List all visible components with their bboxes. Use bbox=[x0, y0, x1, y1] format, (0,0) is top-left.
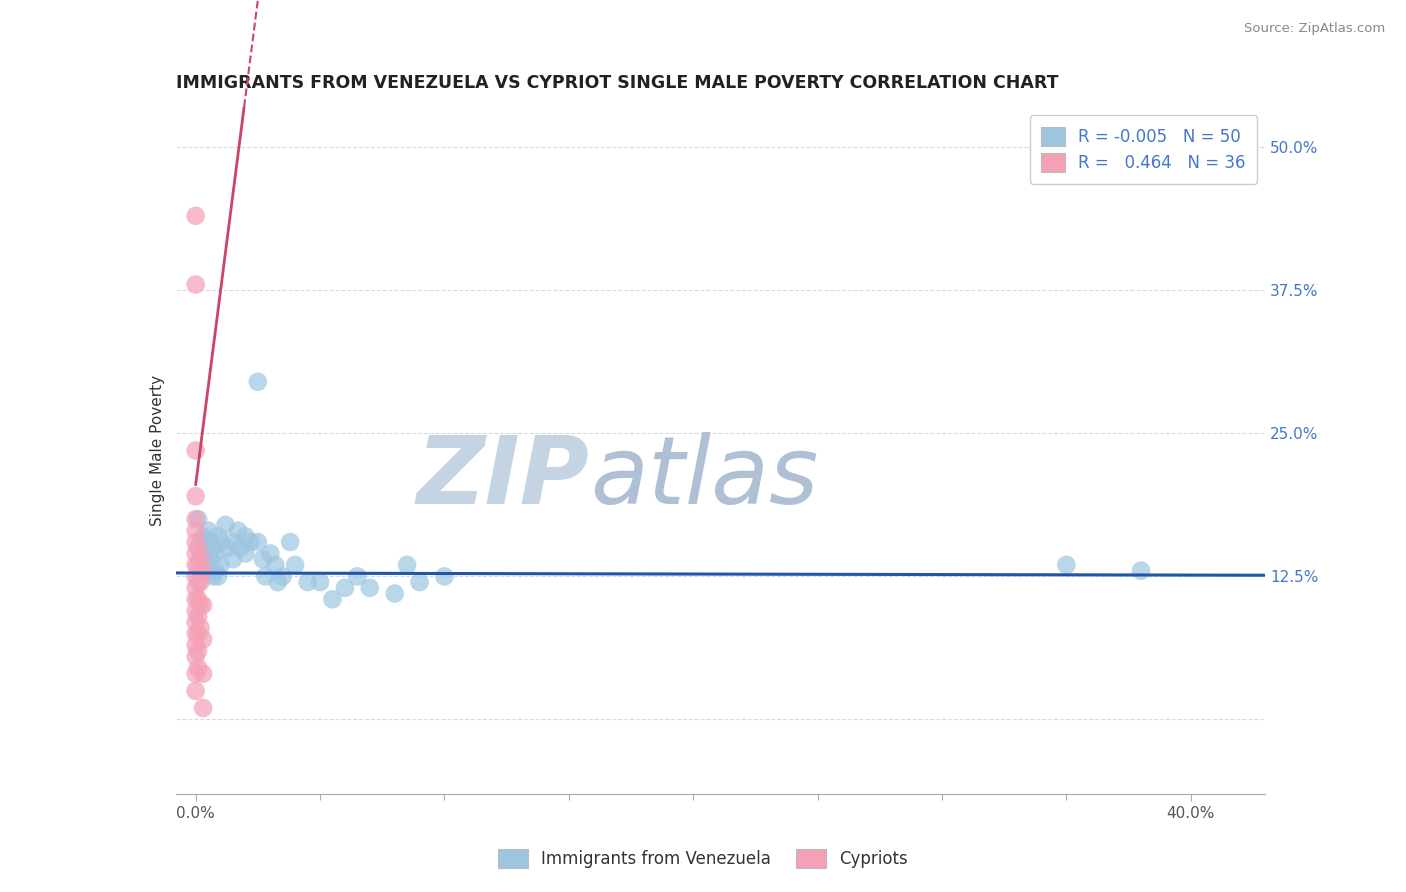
Text: ZIP: ZIP bbox=[418, 432, 591, 524]
Point bbox=[187, 512, 209, 526]
Text: IMMIGRANTS FROM VENEZUELA VS CYPRIOT SINGLE MALE POVERTY CORRELATION CHART: IMMIGRANTS FROM VENEZUELA VS CYPRIOT SIN… bbox=[176, 74, 1059, 92]
Point bbox=[433, 569, 456, 583]
Point bbox=[187, 644, 209, 658]
Point bbox=[191, 546, 214, 561]
Point bbox=[184, 649, 207, 664]
Point bbox=[408, 575, 430, 590]
Point bbox=[187, 626, 209, 640]
Point bbox=[271, 569, 294, 583]
Point bbox=[184, 546, 207, 561]
Point bbox=[209, 535, 232, 549]
Point bbox=[246, 535, 269, 549]
Point bbox=[184, 581, 207, 595]
Point bbox=[190, 552, 212, 566]
Text: Source: ZipAtlas.com: Source: ZipAtlas.com bbox=[1244, 22, 1385, 36]
Point bbox=[184, 277, 207, 292]
Point bbox=[184, 569, 207, 583]
Point bbox=[191, 529, 214, 543]
Point bbox=[309, 575, 332, 590]
Point bbox=[204, 564, 226, 578]
Point bbox=[184, 558, 207, 572]
Point bbox=[184, 489, 207, 503]
Point bbox=[333, 581, 356, 595]
Point bbox=[200, 535, 222, 549]
Point bbox=[187, 609, 209, 624]
Text: atlas: atlas bbox=[591, 433, 818, 524]
Legend: Immigrants from Venezuela, Cypriots: Immigrants from Venezuela, Cypriots bbox=[491, 842, 915, 875]
Point bbox=[191, 564, 214, 578]
Legend: R = -0.005   N = 50, R =   0.464   N = 36: R = -0.005 N = 50, R = 0.464 N = 36 bbox=[1029, 115, 1257, 184]
Point bbox=[207, 529, 229, 543]
Point bbox=[239, 535, 262, 549]
Point bbox=[184, 535, 207, 549]
Point bbox=[254, 569, 277, 583]
Point bbox=[184, 626, 207, 640]
Point bbox=[191, 632, 214, 647]
Point bbox=[187, 661, 209, 675]
Point bbox=[1054, 558, 1077, 572]
Point bbox=[359, 581, 381, 595]
Point bbox=[191, 598, 214, 612]
Point bbox=[278, 535, 301, 549]
Point bbox=[190, 535, 212, 549]
Point bbox=[184, 524, 207, 538]
Point bbox=[264, 558, 287, 572]
Point bbox=[191, 666, 214, 681]
Point bbox=[202, 569, 225, 583]
Point bbox=[346, 569, 368, 583]
Point bbox=[194, 535, 217, 549]
Point bbox=[191, 701, 214, 715]
Point bbox=[1130, 564, 1153, 578]
Point bbox=[187, 575, 209, 590]
Point bbox=[222, 535, 245, 549]
Point bbox=[194, 558, 217, 572]
Y-axis label: Single Male Poverty: Single Male Poverty bbox=[150, 375, 166, 526]
Point bbox=[197, 524, 219, 538]
Point bbox=[187, 541, 209, 555]
Point bbox=[184, 683, 207, 698]
Point bbox=[197, 564, 219, 578]
Point bbox=[226, 524, 249, 538]
Point bbox=[396, 558, 419, 572]
Point bbox=[235, 546, 257, 561]
Point bbox=[246, 375, 269, 389]
Point bbox=[184, 604, 207, 618]
Point bbox=[184, 666, 207, 681]
Point bbox=[190, 621, 212, 635]
Point bbox=[229, 541, 252, 555]
Point bbox=[184, 615, 207, 630]
Point bbox=[184, 638, 207, 652]
Point bbox=[190, 575, 212, 590]
Point bbox=[321, 592, 343, 607]
Point bbox=[217, 541, 239, 555]
Point bbox=[187, 558, 209, 572]
Point bbox=[190, 552, 212, 566]
Point bbox=[297, 575, 319, 590]
Point bbox=[235, 529, 257, 543]
Point bbox=[204, 546, 226, 561]
Point bbox=[184, 209, 207, 223]
Point bbox=[202, 541, 225, 555]
Point bbox=[222, 552, 245, 566]
Point bbox=[187, 592, 209, 607]
Point bbox=[384, 586, 406, 600]
Point bbox=[214, 517, 236, 532]
Point bbox=[190, 598, 212, 612]
Point bbox=[184, 592, 207, 607]
Point bbox=[200, 552, 222, 566]
Point bbox=[209, 558, 232, 572]
Point bbox=[259, 546, 281, 561]
Point bbox=[267, 575, 290, 590]
Point bbox=[184, 443, 207, 458]
Point bbox=[252, 552, 274, 566]
Point bbox=[184, 512, 207, 526]
Point bbox=[207, 569, 229, 583]
Point bbox=[284, 558, 307, 572]
